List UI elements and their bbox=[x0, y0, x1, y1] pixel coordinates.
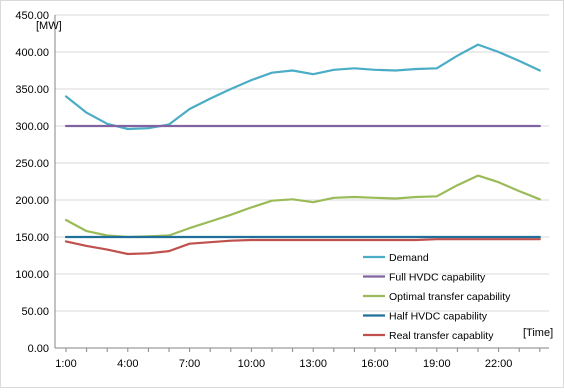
y-tick-label: 0.00 bbox=[28, 343, 49, 355]
x-tick-label: 10:00 bbox=[238, 358, 266, 370]
y-axis-label: [MW] bbox=[36, 20, 62, 32]
legend: Demand Full HVDC capability Optimal transf… bbox=[363, 252, 511, 342]
y-tick-label: 150.00 bbox=[15, 232, 49, 244]
y-tick-label: 350.00 bbox=[15, 84, 49, 96]
y-tick-label: 200.00 bbox=[15, 195, 49, 207]
x-tick-label: 16:00 bbox=[361, 358, 389, 370]
y-tick-label: 50.00 bbox=[21, 306, 49, 318]
y-tick-label: 400.00 bbox=[15, 47, 49, 59]
y-tick-label: 100.00 bbox=[15, 269, 49, 281]
legend-label: Optimal transfer capability bbox=[389, 291, 511, 303]
x-tick-label: 1:00 bbox=[55, 358, 76, 370]
x-axis-label: [Time] bbox=[523, 327, 553, 339]
x-tick-label: 22:00 bbox=[485, 358, 513, 370]
gridlines bbox=[55, 14, 549, 312]
legend-label: Demand bbox=[389, 252, 429, 264]
legend-label: Real transfer capablity bbox=[389, 330, 494, 342]
x-tick-label: 7:00 bbox=[179, 358, 200, 370]
legend-label: Half HVDC capability bbox=[389, 311, 488, 323]
y-tick-label: 450.00 bbox=[15, 10, 49, 22]
axes: 0.00 50.00 100.00 150.00 200.00 250.00 300.00 3… bbox=[15, 10, 549, 370]
legend-label: Full HVDC capability bbox=[389, 272, 486, 284]
series-line bbox=[64, 43, 541, 131]
x-tick-label: 4:00 bbox=[117, 358, 138, 370]
x-tick-label: 13:00 bbox=[299, 358, 327, 370]
y-tick-label: 250.00 bbox=[15, 158, 49, 170]
series-line bbox=[64, 174, 541, 239]
series-line bbox=[64, 238, 541, 256]
x-tick-label: 19:00 bbox=[423, 358, 451, 370]
y-tick-label: 300.00 bbox=[15, 121, 49, 133]
series-lines bbox=[64, 43, 541, 256]
